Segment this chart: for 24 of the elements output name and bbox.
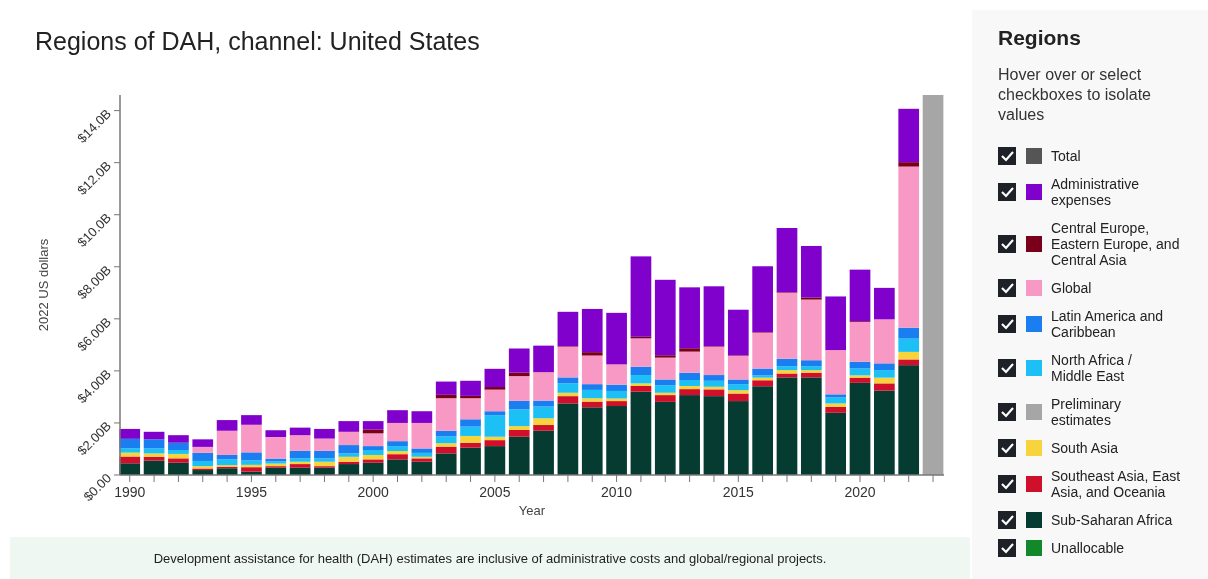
legend-label: Southeast Asia, East Asia, and Oceania [1051, 468, 1181, 500]
x-tick-label: 2020 [844, 484, 876, 500]
y-axis-title: 2022 US dollars [36, 238, 51, 332]
legend-label: North Africa / Middle East [1051, 352, 1133, 384]
legend-label: Global [1051, 280, 1092, 296]
x-tick-label: 1990 [114, 484, 146, 500]
x-tick-label: 1995 [235, 484, 268, 500]
legend-label: Sub-Saharan Africa [1051, 512, 1173, 528]
legend-label: Central Europe, Eastern Europe, and Central Asia [1051, 220, 1180, 268]
x-tick-label: 2005 [479, 484, 511, 500]
legend-label: Preliminary estimates [1051, 396, 1122, 428]
legend-label: Total [1051, 148, 1081, 164]
x-tick-label: 2015 [722, 484, 755, 500]
legend-label: South Asia [1051, 440, 1119, 456]
text: Hover over or select checkboxes to isolate values [998, 66, 1152, 123]
legend-label: Administrative expenses [1051, 176, 1140, 208]
legend-label: Latin America and Caribbean [1051, 308, 1164, 340]
chart-title: Regions of DAH, channel: United States [35, 27, 480, 55]
legend-label: Unallocable [1051, 540, 1125, 556]
x-tick-label: 2010 [601, 484, 633, 500]
legend-title: Regions [998, 26, 1081, 49]
x-tick-label: 2000 [357, 484, 389, 500]
x-axis-title: Year [518, 503, 546, 518]
text: Development assistance for health (DAH) estimates are inclusive of administrative costs and global/regional projects. [153, 551, 827, 566]
